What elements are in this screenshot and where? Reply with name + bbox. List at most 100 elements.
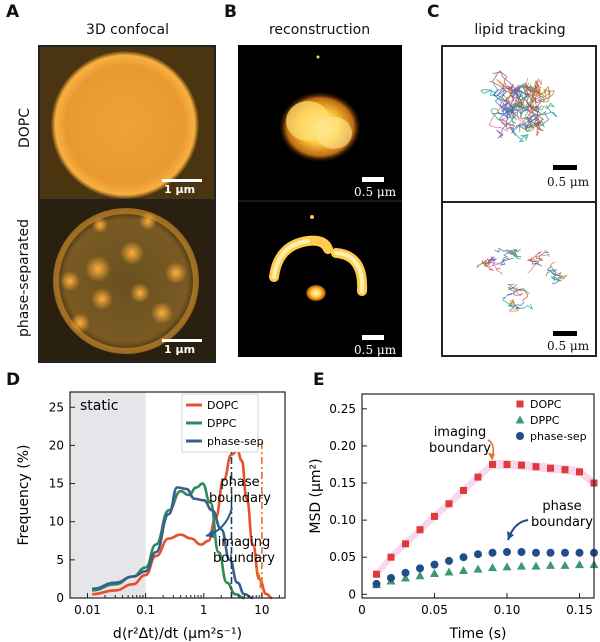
scale-bar-2 [162,339,202,342]
track-path [526,104,558,123]
point-dppc [546,560,555,569]
point-dopc [474,473,482,481]
track-path [500,108,520,129]
y-tick-label: 15 [49,477,64,491]
imaging-boundary-arrow [255,567,262,589]
x-tick-label-e: 0.15 [566,603,593,617]
point-dopc [460,486,467,494]
row-label-phase-separated: phase-separated [16,219,32,337]
point-dppc [488,563,497,572]
y-tick-label-e: 0.25 [329,402,356,416]
track-path [516,116,531,129]
annotation-imaging-boundary-1: imaging [218,535,271,550]
point-phase-sep [372,579,381,588]
point-dopc [402,540,409,548]
legend-marker-dppc [515,415,525,424]
static-region [70,392,146,598]
point-phase-sep [416,564,424,573]
title-reconstruction: reconstruction [268,22,371,38]
x-tick-label-e: 0 [358,603,366,617]
y-tick-label: 25 [49,400,64,414]
track-path [496,79,516,102]
point-dppc [401,573,410,582]
annotation-phase-boundary-1: phase [220,475,259,490]
track-scale-label-2: 0.5 μm [547,339,590,353]
track-path [533,110,544,127]
track-path [525,104,538,130]
track-path [496,83,513,111]
x-tick-label: 1 [200,603,208,617]
vesicle-ring [53,208,199,354]
x-axis-label: d⟨r²Δt⟩/dt (μm²s⁻¹) [113,626,242,642]
x-tick-label: 10 [254,603,269,617]
track-path [550,275,561,285]
track-path [502,86,528,101]
legend-label-dppc: DPPC [207,417,237,430]
annotation-phase-boundary-2: boundary [209,491,271,506]
reconstruction-phase [269,215,368,302]
domain-blobs [60,212,187,333]
track-path [534,102,555,115]
imaging-arrowhead-e [488,453,495,460]
track-path [496,122,514,139]
track-path [512,84,530,108]
legend-label-e-dopc: DOPC [530,398,562,411]
track-path [513,288,528,303]
track-path [494,247,513,255]
track-path [494,265,503,276]
recon-scale-label: 0.5 μm [354,185,397,199]
y-tick-label: 0 [56,591,64,605]
x-tick-label-e: 0.10 [494,603,521,617]
track-path [501,251,510,263]
track-path [535,251,543,261]
track-path [531,260,541,266]
track-path [512,304,521,310]
point-phase-sep [387,573,395,582]
track-path [502,296,513,308]
track-path [527,261,540,274]
track-path [522,84,541,99]
panel-label-a: A [6,2,20,22]
recon-scale-bar [362,177,384,182]
point-dopc [532,463,540,471]
recon-scale-label-2: 0.5 μm [354,343,397,357]
point-dppc [415,571,425,580]
track-scale-bar [553,165,577,170]
track-path [507,248,518,255]
track-path [509,298,515,307]
point-dppc [459,566,468,575]
y-tick-label: 5 [56,553,64,567]
track-path [534,85,550,103]
axes-frame-e [361,393,595,599]
x-tick-label-e: 0.05 [421,603,448,617]
point-dppc [502,562,512,571]
annotation-imaging-boundary-2: boundary [213,551,275,566]
x-tick-label: 0.01 [74,603,101,617]
point-dopc [387,553,395,561]
legend-label-e-dppc: DPPC [530,414,560,427]
tracks-dopc [480,70,558,142]
track-path [502,103,513,116]
point-dppc [444,567,454,576]
legend-label-phase-sep: phase-sep [207,435,264,448]
y-tick-label-e: 0.15 [329,476,356,490]
lipid-tracking-image: 0.5 μm 0.5 μm [441,45,597,357]
confocal-dopc-svg [40,47,214,199]
track-path [484,260,494,271]
confocal-dopc-image: 1 μm [38,45,216,201]
point-phase-sep [517,548,526,557]
vesicle-disk [51,51,199,199]
track-path [491,70,520,95]
track-path [512,87,537,106]
track-path [487,256,496,262]
y-tick-label: 20 [49,438,64,452]
track-path [514,91,534,109]
track-path [514,287,530,295]
point-dppc [531,561,541,570]
tracks-phase [476,247,568,312]
legend-marker-dopc [516,400,524,408]
point-dppc [473,564,483,573]
track-path [521,110,550,127]
point-phase-sep [401,568,410,577]
point-dopc [445,500,453,508]
